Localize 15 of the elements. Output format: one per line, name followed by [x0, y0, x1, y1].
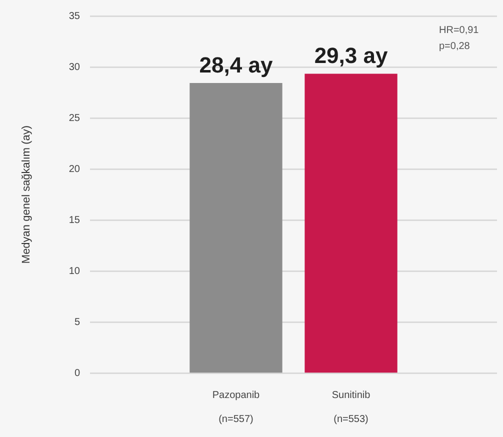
y-tick-label: 15 — [68, 214, 80, 226]
y-tick-label: 5 — [74, 316, 80, 328]
y-tick-label: 35 — [68, 10, 80, 22]
y-tick-label: 25 — [68, 112, 80, 124]
category-label: Sunitinib (n=553) — [332, 390, 370, 425]
y-tick-label: 30 — [68, 62, 80, 73]
annotation: HR=0,91 — [439, 24, 480, 36]
data-label: 29,3 ay — [314, 43, 388, 68]
y-tick-label: 0 — [74, 368, 80, 379]
data-label: 28,4 ay — [199, 52, 274, 78]
category-label: Pazopanib (n=557) — [212, 390, 260, 425]
annotation: p=0,28 — [439, 40, 470, 52]
y-tick-label: 20 — [68, 164, 80, 175]
y-axis-title: Medyan genel sağkalım (ay) — [20, 125, 33, 264]
y-tick-label: 10 — [68, 266, 80, 277]
